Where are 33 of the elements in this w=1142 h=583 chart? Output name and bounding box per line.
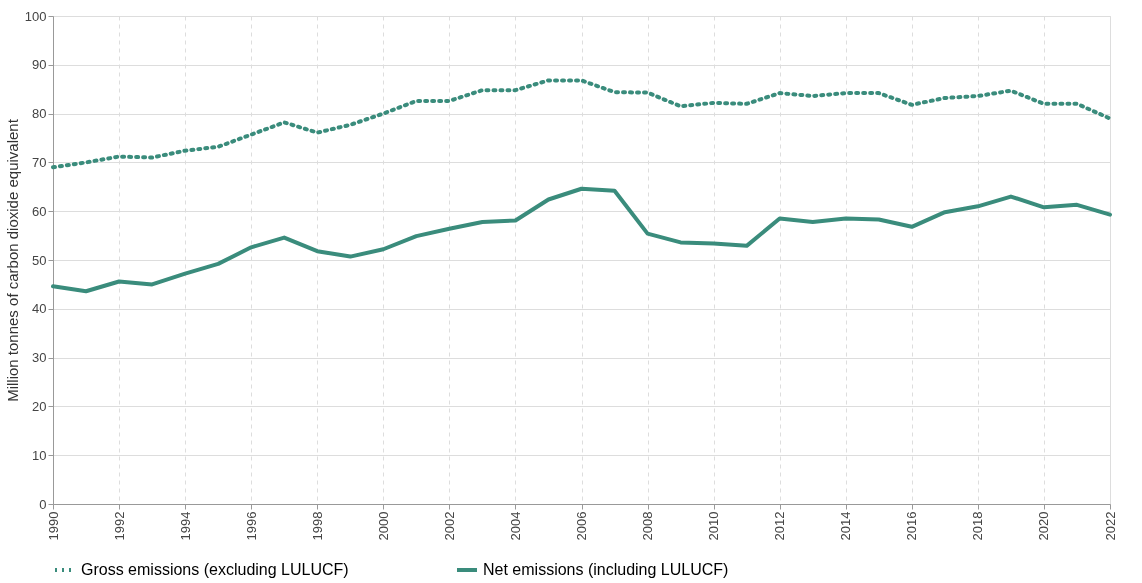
y-tick-label: 60 — [32, 203, 47, 219]
x-tick-label: 2016 — [904, 511, 920, 541]
x-tick-label: 1992 — [111, 511, 127, 541]
x-tick-label: 1994 — [177, 511, 193, 541]
line-series — [51, 186, 1112, 294]
x-tick-label: 2022 — [1102, 511, 1118, 541]
y-tick-label: 50 — [32, 252, 47, 268]
y-axis-title: Million tonnes of carbon dioxide equivalent — [3, 118, 21, 402]
y-tick-label: 40 — [32, 301, 47, 317]
x-tick-label: 1990 — [45, 511, 61, 541]
y-tick-label: 30 — [32, 350, 47, 366]
x-tick-label: 2018 — [970, 511, 986, 541]
y-tick-label: 80 — [32, 106, 47, 122]
x-tick-label: 2020 — [1036, 511, 1052, 541]
x-tick-label: 2008 — [640, 511, 656, 541]
x-tick-label: 2012 — [772, 511, 788, 541]
x-tick-label: 1996 — [243, 511, 259, 541]
legend-label: Net emissions (including LULUCF) — [483, 561, 729, 578]
x-tick-label: 2002 — [441, 511, 457, 541]
x-tick-label: 2000 — [375, 511, 391, 541]
legend-label: Gross emissions (excluding LULUCF) — [81, 561, 349, 578]
y-tick-label: 20 — [32, 398, 47, 414]
x-tick-label: 2010 — [706, 511, 722, 541]
y-tick-label: 70 — [32, 154, 47, 170]
y-tick-label: 10 — [32, 447, 47, 463]
x-tick-label: 1998 — [309, 511, 325, 541]
y-tick-label: 100 — [24, 8, 47, 24]
x-tick-label: 2006 — [574, 511, 589, 541]
x-tick-label: 2004 — [507, 511, 523, 541]
y-tick-label: 90 — [32, 57, 47, 73]
y-tick-label: 0 — [39, 496, 47, 512]
x-tick-label: 2014 — [838, 511, 854, 541]
line-series — [51, 78, 1112, 170]
